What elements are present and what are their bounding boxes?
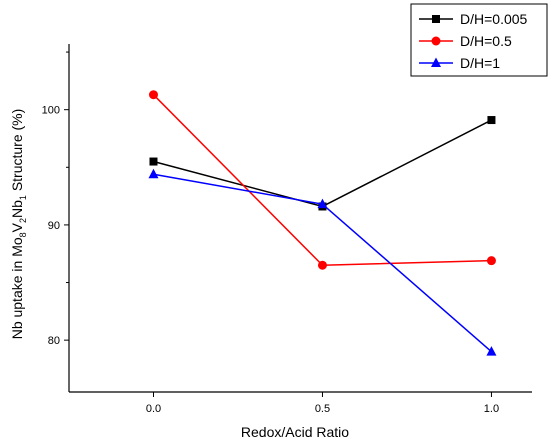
legend-marker	[431, 36, 441, 46]
x-tick-label: 0.0	[146, 403, 161, 415]
series-group	[149, 116, 496, 211]
y-tick-label: 90	[48, 220, 60, 232]
series-line	[152, 94, 492, 267]
x-axis-title: Redox/Acid Ratio	[241, 424, 349, 440]
x-ticks: 0.0 0.5 1.0	[146, 392, 499, 415]
series-line	[153, 119, 492, 208]
data-point	[148, 90, 158, 100]
data-point	[486, 256, 496, 266]
y-tick-label: 100	[42, 105, 60, 117]
data-point	[486, 346, 497, 356]
legend-label: D/H=1	[460, 55, 500, 71]
y-tick-label: 80	[48, 335, 60, 347]
y-axis-title-part: Structure (%)	[9, 109, 25, 195]
x-tick-label: 1.0	[484, 403, 499, 415]
y-axis-title: Nb uptake in Mo8V2Nb1 Structure (%)	[9, 109, 28, 340]
plot-frame	[68, 44, 532, 393]
y-ticks: 80 90 100	[42, 51, 69, 347]
data-point	[149, 157, 158, 166]
legend-marker	[432, 15, 440, 23]
y-axis-title-part: V	[9, 222, 25, 232]
data-point	[487, 116, 496, 125]
series-group	[148, 168, 497, 356]
legend-marker	[431, 57, 441, 67]
x-tick-label: 0.5	[315, 403, 330, 415]
y-axis-title-subscript: 1	[18, 195, 28, 200]
y-axis-title-part: Nb uptake in Mo	[9, 237, 25, 339]
y-axis-title-subscript: 8	[18, 232, 28, 237]
data-point	[148, 168, 159, 179]
legend-label: D/H=0.5	[460, 33, 512, 49]
series-layer	[148, 90, 497, 356]
legend: D/H=0.005 D/H=0.5 D/H=1	[410, 3, 548, 77]
y-axis-title-subscript: 2	[18, 218, 28, 223]
series-group	[148, 90, 496, 270]
legend-label: D/H=0.005	[460, 11, 528, 27]
y-axis-title-part: Nb	[9, 200, 25, 218]
data-point	[317, 260, 327, 270]
data-point	[317, 198, 328, 209]
legend-entries: D/H=0.005 D/H=0.5 D/H=1	[419, 11, 528, 71]
